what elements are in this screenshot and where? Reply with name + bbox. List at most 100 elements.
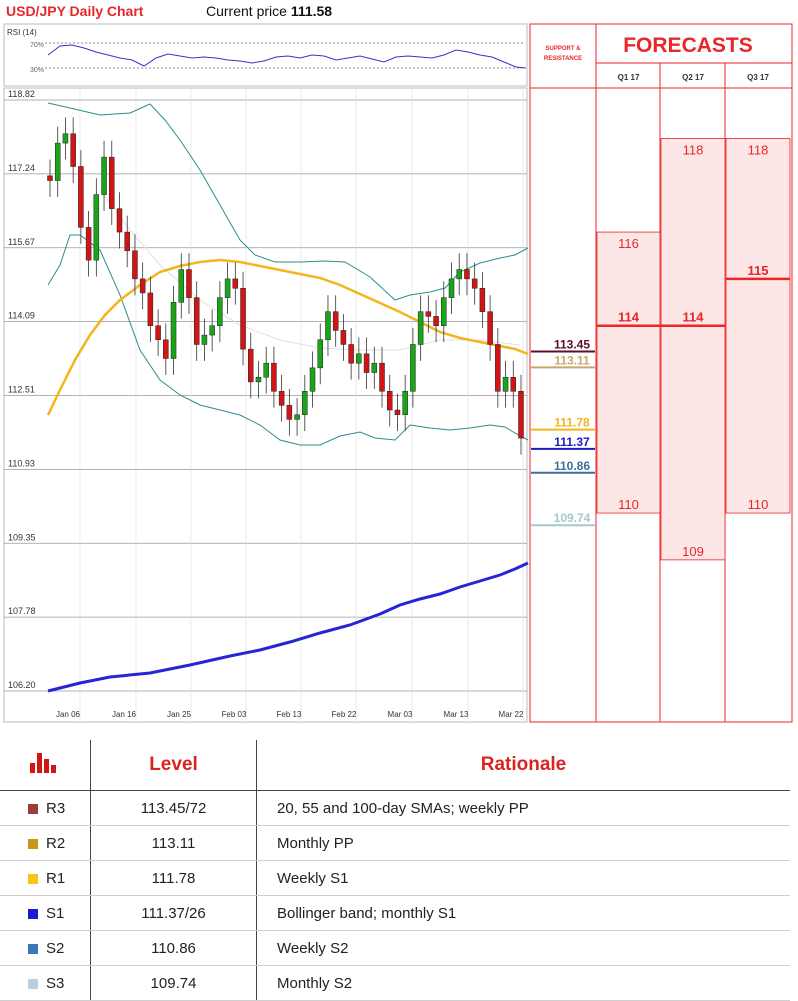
- x-tick-label: Mar 22: [499, 710, 524, 719]
- forecast-high: 118: [683, 142, 704, 157]
- candle-body: [471, 278, 478, 289]
- candle-body: [263, 362, 269, 378]
- candle-body: [224, 278, 231, 298]
- candle-body: [441, 297, 447, 326]
- forecast-range: [596, 231, 661, 514]
- rsi-30-label: 30%: [30, 67, 44, 74]
- candle-body: [278, 391, 285, 406]
- level-color-swatch: [28, 943, 38, 954]
- candle-body: [201, 334, 208, 345]
- candle-body: [70, 133, 76, 167]
- table-row: S1 111.37/26 Bollinger band; monthly S1: [0, 895, 790, 931]
- forecast-high: 116: [618, 236, 639, 251]
- x-tick-label: Feb 03: [222, 710, 247, 719]
- row-rationale: Monthly S2: [256, 965, 790, 1001]
- y-tick-label: 109.35: [8, 532, 36, 542]
- forecasts-title: FORECASTS: [623, 34, 753, 57]
- row-level: 113.45/72: [90, 790, 257, 826]
- x-tick-label: Jan 25: [167, 710, 192, 719]
- sma-blue-line: [47, 561, 529, 693]
- candle-body: [116, 208, 123, 233]
- candle-body: [54, 142, 61, 181]
- candle-body: [487, 311, 493, 345]
- forecast-columns: Q1 17 116 114 110 Q2 17 118 114 109 Q3 17 118 115 1…: [596, 73, 791, 561]
- row-level: 111.37/26: [90, 895, 257, 931]
- candle-body: [379, 362, 385, 392]
- candle-body: [186, 269, 192, 298]
- row-level: 110.86: [90, 930, 257, 966]
- current-price-value: 111.58: [290, 3, 333, 19]
- row-name-cell: S3: [0, 965, 91, 1001]
- y-tick-label: 115.67: [8, 237, 35, 247]
- price-grid: [4, 88, 527, 722]
- candle-body: [317, 339, 323, 369]
- sr-title-1: SUPPORT &: [545, 46, 581, 52]
- forecast-mid: 114: [618, 310, 640, 325]
- forecast-mid: 115: [748, 263, 769, 278]
- candle-body: [101, 156, 107, 195]
- candle-body: [402, 391, 408, 415]
- sr-level-label: 113.11: [554, 353, 590, 367]
- table-header-icon: [0, 740, 91, 791]
- candle-body: [132, 250, 138, 280]
- row-rationale: Weekly S2: [256, 930, 790, 966]
- y-tick-label: 117.24: [8, 163, 35, 173]
- rsi-70-label: 70%: [30, 42, 44, 49]
- row-name: S2: [46, 939, 65, 957]
- candle-body: [109, 156, 115, 209]
- row-level: 113.11: [90, 825, 257, 861]
- level-color-swatch: [28, 838, 38, 849]
- row-rationale: 20, 55 and 100-day SMAs; weekly PP: [256, 790, 790, 826]
- candle-body: [425, 311, 432, 317]
- candle-body: [348, 344, 354, 364]
- row-name: R2: [46, 834, 66, 852]
- price-panel: [3, 87, 528, 723]
- candle-body: [232, 278, 239, 289]
- candle-body: [340, 330, 347, 345]
- table-header-rationale: Rationale: [256, 740, 790, 791]
- candle-body: [217, 297, 223, 326]
- row-name: S1: [46, 904, 65, 922]
- y-tick-label: 112.51: [8, 385, 35, 395]
- table-row: S2 110.86 Weekly S2: [0, 930, 790, 966]
- candle-body: [410, 344, 416, 392]
- bollinger-lower: [47, 234, 529, 446]
- candle-body: [286, 405, 293, 420]
- candle-body: [240, 288, 246, 350]
- forecast-mid: 114: [683, 310, 705, 325]
- level-color-swatch: [28, 873, 38, 884]
- candle-body: [93, 194, 100, 261]
- candle-body: [363, 353, 370, 373]
- y-tick-label: 118.82: [8, 89, 35, 99]
- table-row: R1 111.78 Weekly S1: [0, 860, 790, 896]
- level-color-swatch: [28, 803, 38, 814]
- row-name-cell: R2: [0, 825, 91, 861]
- candle-body: [394, 409, 401, 415]
- x-tick-label: Feb 13: [277, 710, 302, 719]
- forecast-range: [660, 138, 726, 561]
- candle-body: [209, 325, 215, 336]
- candle-body: [170, 302, 177, 359]
- candle-body: [271, 362, 277, 392]
- candle-body: [502, 376, 509, 392]
- candle-body: [325, 311, 331, 341]
- forecast-high: 118: [748, 142, 769, 157]
- level-color-swatch: [28, 978, 38, 989]
- candle-body: [371, 362, 378, 373]
- current-price: Current price 111.58: [206, 3, 332, 19]
- candle-body: [510, 376, 517, 392]
- y-tick-label: 114.09: [8, 311, 35, 321]
- candle-body: [147, 292, 154, 326]
- table-row: R2 113.11 Monthly PP: [0, 825, 790, 861]
- forecast-low: 110: [618, 497, 639, 512]
- candle-body: [433, 316, 439, 326]
- candle-body: [518, 391, 524, 439]
- row-rationale: Weekly S1: [256, 860, 790, 896]
- sr-column: [529, 23, 597, 723]
- table-row: R3 113.45/72 20, 55 and 100-day SMAs; week…: [0, 790, 790, 826]
- x-tick-label: Mar 03: [388, 710, 413, 719]
- sr-level-label: 109.74: [554, 511, 591, 525]
- candle-body: [255, 376, 262, 383]
- row-name-cell: S1: [0, 895, 91, 931]
- x-tick-label: Feb 22: [332, 710, 357, 719]
